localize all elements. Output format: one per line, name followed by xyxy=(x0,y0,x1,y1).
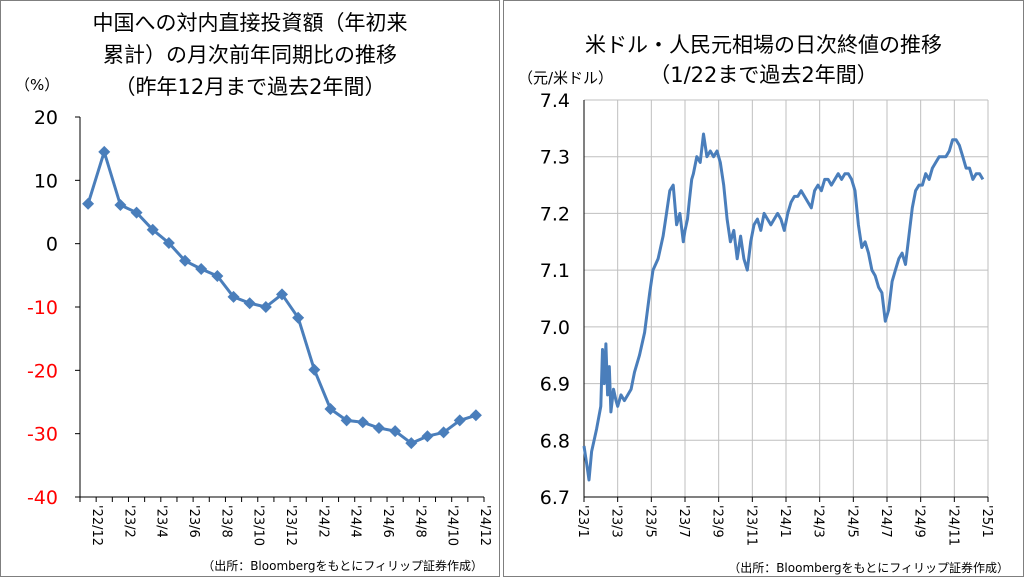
data-point-marker xyxy=(82,197,95,210)
y-tick-label: 0 xyxy=(46,234,58,256)
left-chart-panel: 中国への対内直接投資額（年初来 累計）の月次前年同期比の推移 （昨年12月まで過… xyxy=(0,0,500,577)
y-tick-label: 20 xyxy=(34,107,58,129)
y-tick-label: -30 xyxy=(27,424,58,446)
x-tick-label: '24/5 xyxy=(844,505,859,538)
x-tick-label: '24/12 xyxy=(477,505,492,546)
x-tick-label: '23/11 xyxy=(743,505,758,546)
x-tick-label: '23/8 xyxy=(218,505,233,538)
x-tick-label: '23/10 xyxy=(251,505,266,546)
x-tick-label: '23/12 xyxy=(283,505,298,546)
x-tick-label: '24/11 xyxy=(945,505,960,546)
x-tick-label: '24/2 xyxy=(315,505,330,538)
left-chart-title-line-1: 中国への対内直接投資額（年初来 xyxy=(92,11,408,35)
x-tick-label: '22/12 xyxy=(89,505,104,546)
y-tick-label: 7.0 xyxy=(540,317,570,339)
data-point-marker xyxy=(469,409,482,422)
data-point-marker xyxy=(98,145,111,158)
data-point-marker xyxy=(211,269,224,282)
x-tick-label: '24/9 xyxy=(912,505,927,538)
series-line xyxy=(582,132,985,482)
x-tick-label: '23/1 xyxy=(575,505,590,538)
data-point-marker xyxy=(227,290,240,303)
data-point-marker xyxy=(421,430,434,443)
x-tick-label: '24/3 xyxy=(811,505,826,538)
x-tick-label: '23/4 xyxy=(154,505,169,538)
y-tick-label: -40 xyxy=(27,487,58,509)
data-point-marker xyxy=(259,301,272,313)
data-point-marker xyxy=(179,254,192,267)
x-tick-label: '24/6 xyxy=(380,505,395,538)
data-point-marker xyxy=(146,223,159,236)
y-tick-label: 10 xyxy=(34,170,58,192)
data-point-marker xyxy=(437,426,450,439)
right-chart-title-line-2: （1/22まで過去2年間） xyxy=(649,63,878,87)
y-tick-label: 7.4 xyxy=(540,90,570,112)
data-point-marker xyxy=(389,425,402,438)
y-tick-label: 6.8 xyxy=(540,430,570,452)
data-point-marker xyxy=(453,414,466,427)
data-point-marker xyxy=(243,297,256,310)
x-tick-label: '24/8 xyxy=(412,505,427,538)
x-tick-label: '24/1 xyxy=(777,505,792,538)
right-chart-unit-label: （元/米ドル） xyxy=(518,69,614,87)
left-chart-title-line-3: （昨年12月まで過去2年間） xyxy=(114,75,386,99)
right-chart-title-line-1: 米ドル・人民元相場の日次終値の推移 xyxy=(585,33,942,57)
y-tick-label: 7.3 xyxy=(540,147,570,169)
data-point-marker xyxy=(195,263,208,275)
x-tick-label: '23/3 xyxy=(609,505,624,538)
data-point-marker xyxy=(308,363,321,376)
left-chart-title-line-2: 累計）の月次前年同期比の推移 xyxy=(103,43,397,67)
y-tick-label: 7.2 xyxy=(540,203,570,225)
x-tick-label: '23/6 xyxy=(186,505,201,538)
left-line-chart: 20 10 0 -10 -20 -30 -40 '22/12 '23/2 '23/4 '23/6 '2… xyxy=(27,107,492,546)
x-tick-label: '23/9 xyxy=(710,505,725,538)
x-tick-label: '24/7 xyxy=(878,505,893,538)
data-point-marker xyxy=(340,414,353,427)
right-chart-source-note: （出所：Bloombergをもとにフィリップ証券作成） xyxy=(728,561,1009,575)
x-tick-label: '23/2 xyxy=(121,505,136,538)
left-chart-source-note: （出所：Bloombergをもとにフィリップ証券作成） xyxy=(202,559,483,573)
data-point-marker xyxy=(356,416,369,429)
data-point-marker xyxy=(324,402,337,415)
data-point-marker xyxy=(130,206,143,219)
left-chart-unit-label: （%） xyxy=(15,76,60,94)
x-tick-label: '25/1 xyxy=(979,505,994,538)
x-tick-label: '23/5 xyxy=(642,505,657,538)
right-chart-panel: 米ドル・人民元相場の日次終値の推移 （1/22まで過去2年間） （元/米ドル） … xyxy=(503,0,1024,577)
data-point-marker xyxy=(292,311,305,324)
right-line-chart: 7.4 7.3 7.2 7.1 7.0 6.9 6.8 6.7 '23/1 '23/3 '23/5 '… xyxy=(540,90,994,546)
y-tick-label: -10 xyxy=(27,297,58,319)
data-point-marker xyxy=(372,421,385,434)
y-tick-label: 7.1 xyxy=(540,260,570,282)
data-point-marker xyxy=(162,237,175,250)
x-tick-label: '24/4 xyxy=(348,505,363,538)
data-point-marker xyxy=(405,437,418,450)
data-point-marker xyxy=(114,199,127,212)
y-tick-label: 6.9 xyxy=(540,374,570,396)
y-tick-label: 6.7 xyxy=(540,487,570,509)
data-point-marker xyxy=(276,288,288,301)
x-tick-label: '23/7 xyxy=(676,505,691,538)
x-tick-label: '24/10 xyxy=(445,505,460,546)
y-tick-label: -20 xyxy=(27,360,58,382)
